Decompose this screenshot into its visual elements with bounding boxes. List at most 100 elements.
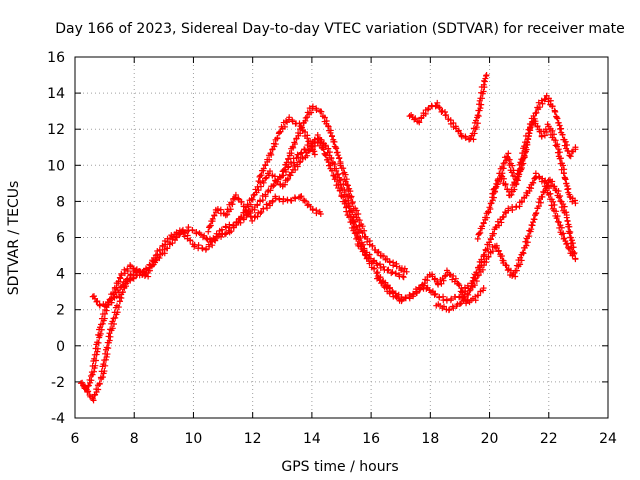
data-point [263, 201, 270, 208]
data-point [474, 292, 481, 299]
data-point [549, 127, 556, 134]
data-points [77, 72, 579, 404]
data-point [438, 280, 445, 287]
data-point [518, 198, 525, 205]
data-point [187, 237, 194, 244]
data-point [292, 195, 299, 202]
data-point [119, 282, 126, 289]
data-point [431, 291, 438, 298]
data-point [117, 275, 124, 282]
data-point [398, 298, 405, 305]
data-point [281, 123, 288, 130]
data-point [238, 198, 245, 205]
y-axis-label: SDTVAR / TECUs [6, 181, 22, 296]
data-point [524, 136, 531, 143]
data-point [266, 168, 273, 175]
data-point [434, 99, 441, 106]
data-point [104, 298, 111, 305]
data-point [477, 95, 484, 102]
data-point [510, 172, 517, 179]
data-point [254, 202, 261, 209]
data-point [191, 243, 198, 250]
data-point [541, 96, 548, 103]
data-point [267, 150, 274, 157]
data-point [254, 213, 261, 220]
y-tick-label: 16 [47, 50, 65, 66]
data-point [103, 344, 110, 351]
data-point [94, 298, 101, 305]
data-point [552, 108, 559, 115]
data-point [505, 150, 512, 157]
data-point [109, 325, 116, 332]
data-point [193, 228, 200, 235]
data-point [538, 133, 545, 140]
data-point [127, 262, 134, 269]
data-point [557, 198, 564, 205]
data-point [473, 124, 480, 131]
data-point [205, 228, 212, 235]
data-point [377, 261, 384, 268]
data-point [379, 279, 386, 286]
data-point [355, 211, 362, 218]
data-point [499, 163, 506, 170]
data-point [547, 196, 554, 203]
data-point [563, 180, 570, 187]
data-point [271, 181, 278, 188]
data-point [402, 294, 409, 301]
data-point [285, 116, 292, 123]
data-point [393, 294, 400, 301]
data-point [91, 392, 98, 399]
data-point [517, 254, 524, 261]
data-point [349, 200, 356, 207]
data-point [538, 193, 545, 200]
data-point [541, 132, 548, 139]
data-point [570, 244, 577, 251]
data-point [92, 362, 99, 369]
data-point [568, 148, 575, 155]
data-point [469, 130, 476, 137]
data-point [559, 131, 566, 138]
data-point [521, 139, 528, 146]
data-point [455, 280, 462, 287]
series-sat-k [489, 117, 579, 207]
data-point [100, 361, 107, 368]
data-point [435, 281, 442, 288]
data-point [294, 151, 301, 158]
data-point [471, 282, 478, 289]
data-point [386, 290, 393, 297]
data-point [209, 215, 216, 222]
x-tick-label: 8 [130, 431, 139, 447]
data-point [539, 100, 546, 107]
data-point [94, 348, 101, 355]
data-point [545, 191, 552, 198]
data-point [413, 290, 420, 297]
data-point [126, 276, 133, 283]
data-point [338, 165, 345, 172]
data-point [91, 351, 98, 358]
data-point [564, 142, 571, 149]
y-tick-label: -2 [51, 375, 65, 391]
data-point [356, 222, 363, 229]
data-point [564, 217, 571, 224]
data-point [511, 180, 518, 187]
data-point [462, 133, 469, 140]
data-point [223, 230, 230, 237]
data-point [470, 125, 477, 132]
series-sat-c [89, 266, 150, 310]
data-point [106, 337, 113, 344]
data-point [314, 132, 321, 139]
data-point [335, 152, 342, 159]
data-point [466, 287, 473, 294]
x-tick-label: 20 [481, 431, 499, 447]
data-point [101, 303, 108, 310]
data-point [558, 231, 565, 238]
data-point [93, 298, 100, 305]
data-point [555, 119, 562, 126]
data-point [280, 167, 287, 174]
data-point [550, 183, 557, 190]
data-point [570, 250, 577, 257]
data-point [521, 143, 528, 150]
data-point [492, 185, 499, 192]
data-point [508, 169, 515, 176]
data-point [156, 255, 163, 262]
